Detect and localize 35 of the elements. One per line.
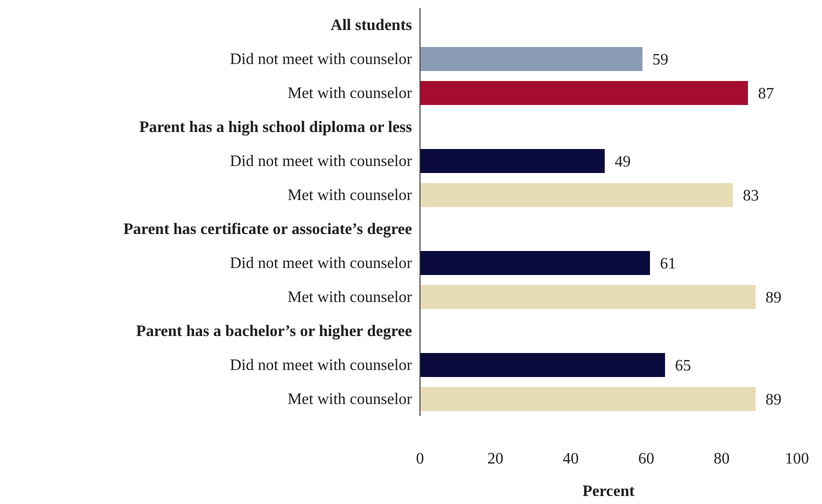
x-tick-label: 20 — [487, 450, 504, 468]
data-label: 49 — [614, 154, 631, 171]
x-tick-label: 60 — [638, 450, 654, 468]
data-label: 65 — [675, 358, 692, 375]
y-tick-label: Did not meet with counselor — [230, 153, 413, 170]
y-tick-label: Did not meet with counselor — [230, 357, 413, 374]
bar — [420, 47, 642, 71]
y-tick-label: All students — [330, 17, 412, 34]
y-tick-label: Parent has certificate or associate’s degree — [123, 221, 412, 238]
y-tick-label: Met with counselor — [288, 289, 413, 306]
x-tick-label: 80 — [714, 450, 730, 468]
y-tick-label: Met with counselor — [288, 391, 413, 408]
data-label: 89 — [766, 290, 782, 307]
bar — [420, 183, 733, 207]
bar — [420, 387, 756, 411]
bar — [420, 149, 605, 173]
data-label: 83 — [742, 188, 759, 205]
y-tick-label: Parent has a high school diploma or less — [139, 119, 412, 136]
data-label: 59 — [652, 52, 668, 69]
data-label: 61 — [660, 256, 676, 273]
data-label: 89 — [766, 392, 782, 409]
y-tick-label: Did not meet with counselor — [230, 51, 413, 68]
bar — [420, 285, 756, 309]
y-tick-label: Met with counselor — [288, 85, 413, 102]
x-axis-title: Percent — [582, 483, 636, 500]
y-tick-label: Met with counselor — [288, 187, 413, 204]
x-tick-label: 40 — [562, 450, 579, 468]
y-tick-label: Did not meet with counselor — [230, 255, 413, 272]
data-label: 87 — [758, 86, 774, 103]
bar — [420, 251, 650, 275]
bar — [420, 81, 748, 105]
bar — [420, 353, 666, 377]
y-tick-label: Parent has a bachelor’s or higher degree — [136, 323, 412, 340]
x-tick-label: 0 — [416, 450, 424, 468]
x-tick-label: 100 — [785, 450, 809, 468]
